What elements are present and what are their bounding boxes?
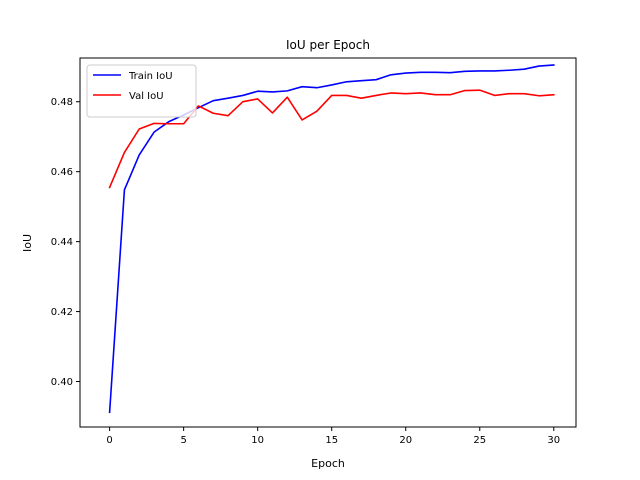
y-tick-label: 0.42 (51, 307, 73, 318)
y-tick-label: 0.48 (51, 97, 73, 108)
plot-area (80, 58, 576, 427)
series-line-val-iou (108, 89, 555, 189)
chart-title: IoU per Epoch (286, 38, 370, 52)
y-axis-label: IoU (21, 234, 34, 252)
plot-frame (79, 57, 577, 428)
x-tick-label: 10 (251, 435, 264, 446)
x-tick-label: 25 (473, 435, 486, 446)
legend: Train IoU Val IoU (86, 64, 197, 118)
legend-label: Train IoU (128, 71, 173, 82)
y-tick-label: 0.44 (51, 237, 73, 248)
x-tick-label: 0 (106, 435, 112, 446)
x-tick-label: 30 (547, 435, 560, 446)
y-tick-label: 0.40 (51, 377, 73, 388)
y-tick-label: 0.46 (51, 167, 73, 178)
x-tick-label: 15 (325, 435, 338, 446)
x-axis-label: Epoch (311, 457, 345, 470)
legend-box (86, 64, 197, 118)
legend-label: Val IoU (129, 91, 164, 102)
x-tick-label: 20 (399, 435, 412, 446)
x-tick-label: 5 (180, 435, 186, 446)
